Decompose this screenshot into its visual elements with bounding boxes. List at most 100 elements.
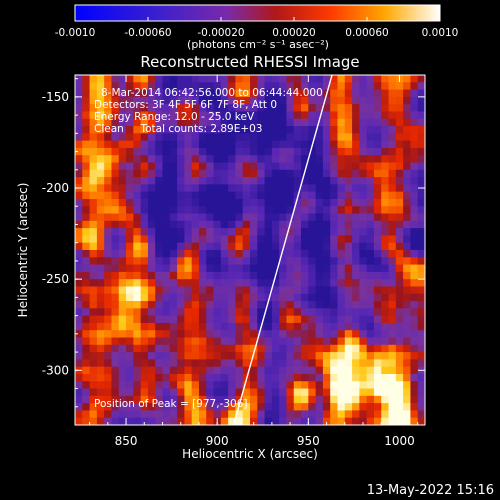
heatmap-cell: [381, 308, 390, 317]
heatmap-cell: [242, 198, 251, 207]
heatmap-cell: [417, 147, 425, 156]
heatmap-cell: [359, 301, 368, 309]
heatmap-cell: [279, 257, 288, 266]
heatmap-cell: [315, 337, 324, 346]
heatmap-cell: [352, 337, 360, 346]
heatmap-cell: [206, 337, 215, 346]
heatmap-cell: [337, 140, 346, 149]
heatmap-cell: [293, 410, 302, 419]
heatmap-cell: [322, 257, 331, 266]
heatmap-cell: [337, 126, 346, 134]
heatmap-cell: [198, 359, 207, 368]
heatmap-cell: [410, 177, 419, 185]
heatmap-cell: [352, 352, 360, 360]
heatmap-cell: [279, 322, 288, 331]
heatmap-cell: [271, 155, 280, 164]
heatmap-cell: [206, 293, 215, 302]
heatmap-cell: [75, 330, 83, 339]
heatmap-cell: [279, 264, 288, 273]
heatmap-cell: [184, 126, 193, 134]
heatmap-cell: [352, 257, 360, 266]
heatmap-cell: [177, 381, 185, 390]
heatmap-cell: [162, 198, 171, 207]
heatmap-cell: [96, 344, 105, 353]
heatmap-cell: [388, 410, 397, 419]
heatmap-cell: [373, 147, 382, 156]
heatmap-cell: [301, 184, 309, 193]
heatmap-cell: [293, 264, 302, 273]
heatmap-cell: [140, 228, 149, 237]
heatmap-cell: [264, 213, 273, 222]
heatmap-cell: [417, 191, 425, 200]
heatmap-cell: [279, 344, 288, 353]
heatmap-cell: [206, 96, 215, 105]
heatmap-cell: [264, 344, 273, 353]
heatmap-cell: [403, 366, 412, 375]
heatmap-cell: [410, 417, 419, 425]
heatmap-cell: [403, 118, 412, 127]
heatmap-cell: [403, 169, 412, 178]
heatmap-cell: [366, 257, 375, 266]
heatmap-cell: [286, 228, 295, 237]
heatmap-cell: [206, 410, 215, 419]
heatmap-cell: [410, 206, 419, 215]
heatmap-cell: [155, 213, 164, 222]
heatmap-cell: [213, 403, 222, 412]
heatmap-cell: [162, 337, 171, 346]
heatmap-cell: [177, 315, 185, 324]
heatmap-cell: [177, 169, 185, 178]
heatmap-cell: [75, 410, 83, 419]
heatmap-cell: [250, 315, 258, 324]
heatmap-cell: [169, 118, 178, 127]
heatmap-cell: [220, 337, 229, 346]
heatmap-cell: [118, 322, 127, 331]
heatmap-cell: [133, 198, 142, 207]
heatmap-cell: [366, 417, 375, 425]
heatmap-cell: [213, 228, 222, 237]
heatmap-cell: [388, 337, 397, 346]
heatmap-cell: [162, 111, 171, 120]
heatmap-cell: [417, 82, 425, 91]
heatmap-cell: [184, 184, 193, 193]
heatmap-cell: [89, 133, 98, 142]
heatmap-cell: [191, 191, 200, 200]
heatmap-cell: [220, 147, 229, 156]
heatmap-cell: [308, 279, 317, 288]
heatmap-cell: [293, 388, 302, 397]
heatmap-cell: [410, 198, 419, 207]
heatmap-cell: [264, 381, 273, 390]
heatmap-cell: [228, 301, 237, 309]
heatmap-cell: [242, 322, 251, 331]
heatmap-cell: [82, 75, 91, 83]
heatmap-cell: [140, 322, 149, 331]
heatmap-cell: [89, 293, 98, 302]
heatmap-cell: [344, 162, 353, 171]
heatmap-cell: [286, 395, 295, 404]
heatmap-cell: [264, 206, 273, 215]
heatmap-cell: [293, 337, 302, 346]
heatmap-cell: [344, 220, 353, 229]
heatmap-cell: [198, 133, 207, 142]
heatmap-cell: [286, 344, 295, 353]
heatmap-cell: [118, 250, 127, 258]
heatmap-cell: [162, 359, 171, 368]
heatmap-cell: [286, 279, 295, 288]
heatmap-cell: [395, 118, 404, 127]
heatmap-cell: [373, 264, 382, 273]
heatmap-cell: [147, 147, 156, 156]
heatmap-cell: [184, 242, 193, 251]
heatmap-cell: [133, 82, 142, 91]
heatmap-cell: [198, 177, 207, 185]
heatmap-cell: [352, 162, 360, 171]
heatmap-cell: [279, 235, 288, 244]
heatmap-cell: [75, 104, 83, 113]
heatmap-cell: [410, 111, 419, 120]
heatmap-cell: [366, 315, 375, 324]
heatmap-cell: [191, 410, 200, 419]
heatmap-cell: [301, 373, 309, 382]
heatmap-cell: [184, 330, 193, 339]
heatmap-cell: [293, 206, 302, 215]
heatmap-cell: [104, 388, 113, 397]
heatmap-cell: [104, 366, 113, 375]
heatmap-cell: [250, 286, 258, 295]
